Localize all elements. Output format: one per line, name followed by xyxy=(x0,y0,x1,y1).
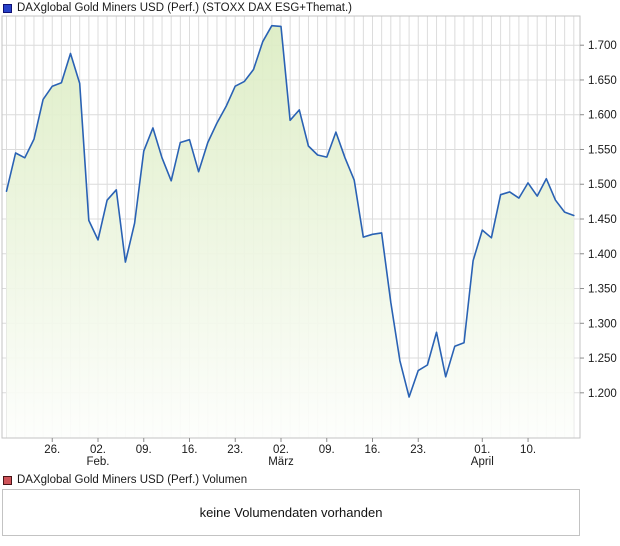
x-axis-label: 02. xyxy=(273,444,289,456)
y-axis-label: 1.200 xyxy=(588,388,617,400)
x-axis-label: 23. xyxy=(227,444,243,456)
price-series-swatch-icon xyxy=(3,3,12,13)
x-axis-label: 10. xyxy=(520,444,536,456)
y-axis-label: 1.350 xyxy=(588,284,617,296)
price-chart: 1.700 1.650 1.600 1.550 1.500 1.450 1.400 1.350… xyxy=(1,15,617,468)
x-axis-label: 09. xyxy=(319,444,335,456)
x-axis-label: 01. xyxy=(474,444,490,456)
x-axis-month-label: März xyxy=(268,456,294,468)
y-axis-label: 1.650 xyxy=(588,75,617,87)
price-chart-legend: DAXglobal Gold Miners USD (Perf.) (STOXX… xyxy=(0,1,352,15)
x-axis-label: 23. xyxy=(410,444,426,456)
y-axis-label: 1.700 xyxy=(588,40,617,52)
y-axis-label: 1.400 xyxy=(588,249,617,261)
no-volume-data-message: keine Volumendaten vorhanden xyxy=(199,505,383,520)
volume-chart-legend: DAXglobal Gold Miners USD (Perf.) Volume… xyxy=(0,473,247,487)
price-area xyxy=(6,25,574,438)
y-axis-label: 1.300 xyxy=(588,318,617,330)
y-axis-label: 1.600 xyxy=(588,110,617,122)
x-axis-label: 26. xyxy=(44,444,60,456)
plot-border xyxy=(1,15,581,439)
price-line xyxy=(5,24,575,398)
y-axis-label: 1.550 xyxy=(588,144,617,156)
x-axis-label: 09. xyxy=(136,444,152,456)
y-axis-label: 1.500 xyxy=(588,179,617,191)
price-chart-title: DAXglobal Gold Miners USD (Perf.) (STOXX… xyxy=(17,2,352,14)
volume-chart-title: DAXglobal Gold Miners USD (Perf.) Volume… xyxy=(17,474,248,486)
y-axis-label: 1.250 xyxy=(588,353,617,365)
x-axis-month-label: Feb. xyxy=(86,456,109,468)
x-axis-label: 16. xyxy=(365,444,381,456)
x-axis-month-label: April xyxy=(471,456,494,468)
volume-panel: keine Volumendaten vorhanden xyxy=(2,489,580,536)
x-axis-label: 02. xyxy=(90,444,106,456)
y-axis-label: 1.450 xyxy=(588,214,617,226)
x-axis-label: 16. xyxy=(182,444,198,456)
volume-series-swatch-icon xyxy=(3,475,12,485)
